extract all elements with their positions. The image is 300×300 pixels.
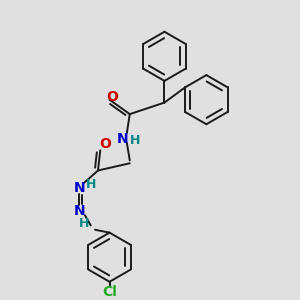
Text: N: N bbox=[117, 132, 128, 146]
Text: O: O bbox=[106, 90, 119, 104]
Text: H: H bbox=[130, 134, 140, 147]
Text: O: O bbox=[99, 137, 111, 152]
Text: Cl: Cl bbox=[102, 285, 117, 299]
Text: H: H bbox=[86, 178, 97, 191]
Text: N: N bbox=[74, 204, 85, 218]
Text: H: H bbox=[79, 217, 89, 230]
Text: N: N bbox=[74, 181, 85, 195]
